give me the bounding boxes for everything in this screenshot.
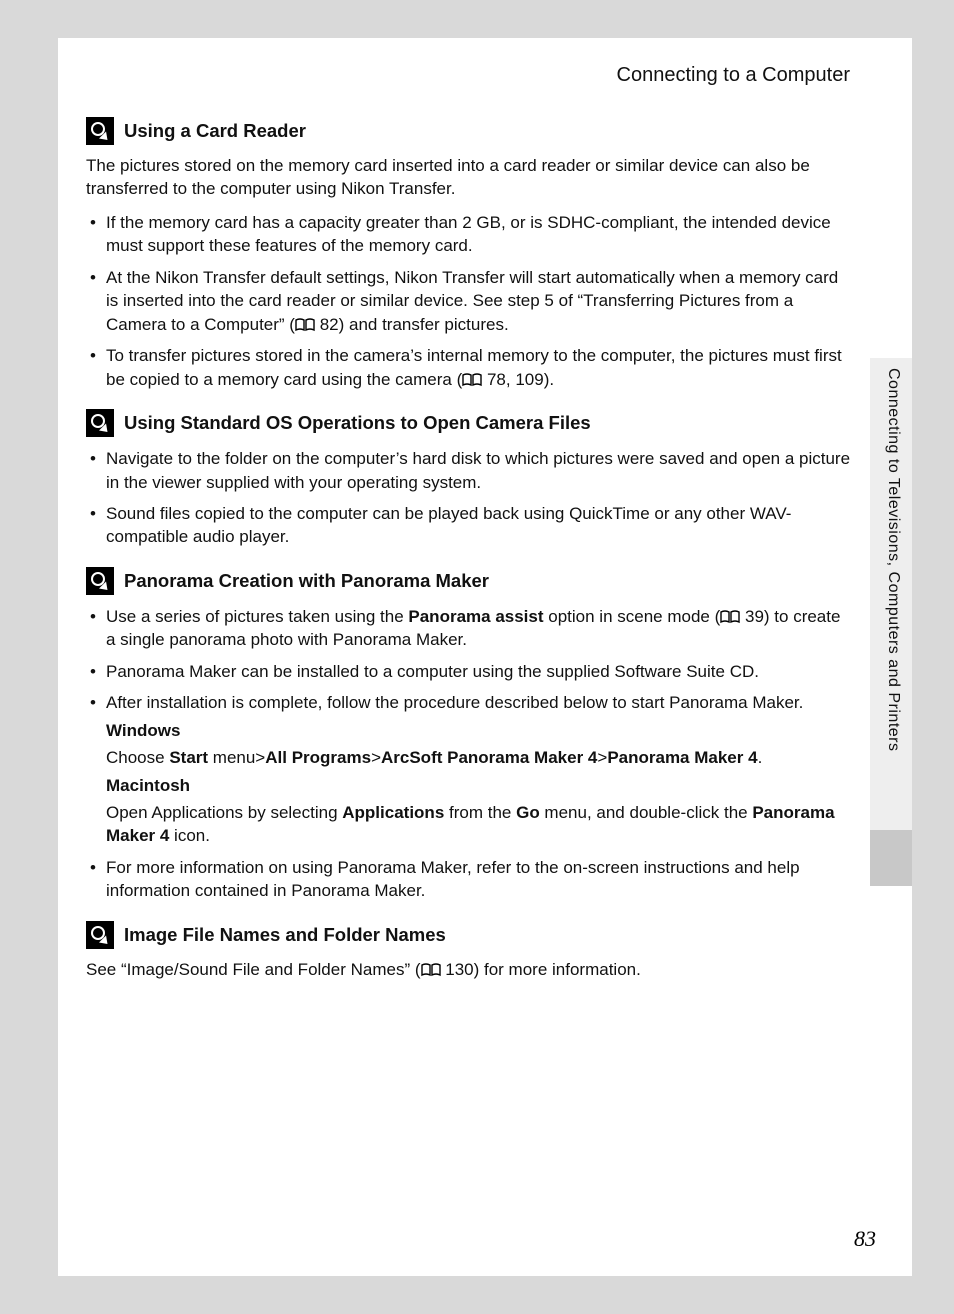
body-text: See “Image/Sound File and Folder Names” … [86,959,854,982]
list-item: Sound files copied to the computer can b… [104,502,854,549]
list-item: To transfer pictures stored in the camer… [104,344,854,391]
note-icon [86,921,114,949]
section-title: Image File Names and Folder Names [124,924,446,946]
bullet-list: Use a series of pictures taken using the… [86,605,854,903]
list-item: For more information on using Panorama M… [104,856,854,903]
page-number: 83 [854,1226,876,1252]
list-item: At the Nikon Transfer default settings, … [104,266,854,336]
section-head-card-reader: Using a Card Reader [86,117,854,145]
bullet-list: If the memory card has a capacity greate… [86,211,854,391]
book-ref-icon [720,610,740,624]
list-item: Use a series of pictures taken using the… [104,605,854,652]
note-icon [86,409,114,437]
section-title: Using a Card Reader [124,120,306,142]
section-title: Panorama Creation with Panorama Maker [124,570,489,592]
os-label-windows: Windows [106,721,180,740]
intro-text: The pictures stored on the memory card i… [86,155,854,201]
os-label-mac: Macintosh [106,776,190,795]
note-icon [86,567,114,595]
windows-instructions: Choose Start menu>All Programs>ArcSoft P… [106,746,854,769]
list-item: Navigate to the folder on the computer’s… [104,447,854,494]
list-item: After installation is complete, follow t… [104,691,854,848]
page-content: Connecting to a Computer Using a Card Re… [58,38,912,982]
section-head-filenames: Image File Names and Folder Names [86,921,854,949]
book-ref-icon [462,373,482,387]
section-head-os-ops: Using Standard OS Operations to Open Cam… [86,409,854,437]
section-title: Using Standard OS Operations to Open Cam… [124,412,591,434]
side-chapter-label: Connecting to Televisions, Computers and… [884,368,902,752]
section-head-panorama: Panorama Creation with Panorama Maker [86,567,854,595]
book-ref-icon [295,318,315,332]
mac-instructions: Open Applications by selecting Applicati… [106,801,854,848]
bullet-list: Navigate to the folder on the computer’s… [86,447,854,549]
list-item: Panorama Maker can be installed to a com… [104,660,854,683]
page-header: Connecting to a Computer [86,64,854,87]
note-icon [86,117,114,145]
list-item: If the memory card has a capacity greate… [104,211,854,258]
document-page: Connecting to Televisions, Computers and… [58,38,912,1276]
book-ref-icon [421,963,441,977]
side-tab-dark [870,830,912,886]
